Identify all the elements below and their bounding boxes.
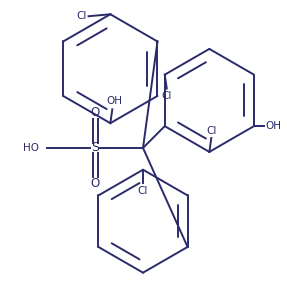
- Text: O: O: [91, 177, 100, 190]
- Text: OH: OH: [266, 121, 282, 131]
- Text: OH: OH: [106, 96, 122, 106]
- Text: Cl: Cl: [76, 11, 87, 21]
- Text: Cl: Cl: [162, 92, 172, 101]
- Text: O: O: [91, 106, 100, 119]
- Text: Cl: Cl: [138, 185, 148, 196]
- Text: HO: HO: [23, 143, 39, 153]
- Text: Cl: Cl: [206, 126, 216, 136]
- Text: S: S: [92, 141, 100, 155]
